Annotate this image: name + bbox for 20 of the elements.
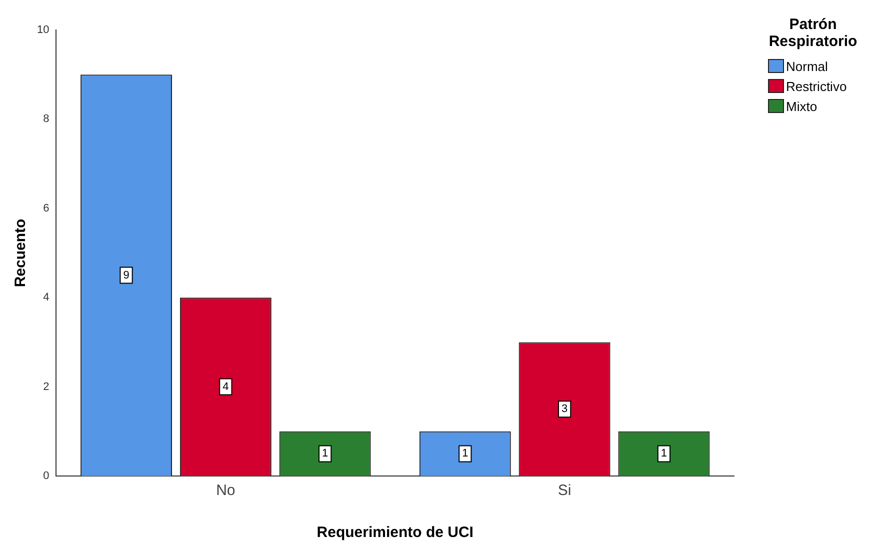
data-label: 9 [123,269,130,282]
data-label: 3 [561,403,568,416]
y-tick-label: 8 [43,113,50,126]
y-tick-label: 2 [43,380,50,393]
data-label: 1 [322,448,328,460]
x-tick-label: No [216,482,236,500]
x-tick-label: Si [558,482,572,500]
y-tick-label: 4 [43,292,50,304]
data-label: 1 [660,448,668,460]
y-tick-label: 6 [43,202,50,214]
x-axis-title: Requerimiento de UCI [316,524,474,542]
data-label: 4 [222,380,229,393]
legend-label: Normal [786,58,828,74]
legend-label: Restrictivo [786,78,847,94]
data-label: 1 [462,448,468,460]
legend-title: Patrón Respiratorio [768,16,858,50]
y-tick-label: 10 [36,24,50,36]
y-axis-title: Recuento [12,218,30,288]
y-tick-label: 0 [43,470,50,482]
legend-label: Mixto [786,98,818,114]
